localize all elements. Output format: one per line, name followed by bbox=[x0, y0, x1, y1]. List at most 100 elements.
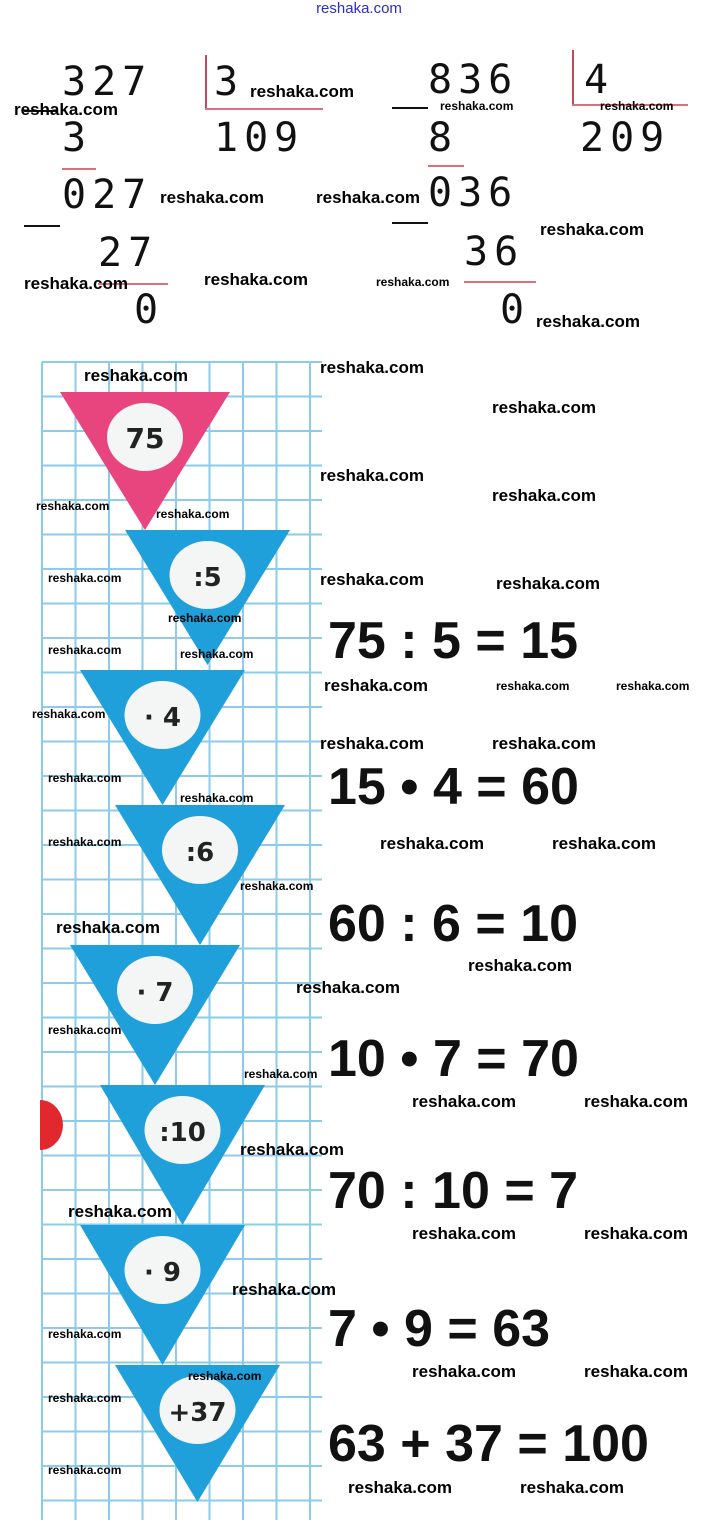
operation-label: :10 bbox=[159, 1118, 206, 1148]
equation: 63 + 37 = 100 bbox=[328, 1415, 649, 1473]
watermark: reshaka.com bbox=[468, 956, 572, 975]
equation: 70 : 10 = 7 bbox=[328, 1162, 579, 1220]
equation: 15 • 4 = 60 bbox=[328, 758, 579, 816]
remainder: 0 bbox=[500, 287, 531, 333]
watermark: reshaka.com bbox=[536, 312, 640, 331]
watermark: reshaka.com bbox=[320, 570, 424, 589]
subtrahend: 27 bbox=[98, 230, 159, 276]
equation: 10 • 7 = 70 bbox=[328, 1030, 579, 1088]
watermark: reshaka.com bbox=[320, 734, 424, 753]
watermark: reshaka.com bbox=[496, 574, 600, 593]
operation-triangle: :5 bbox=[125, 530, 290, 665]
operation-triangle: · 7 bbox=[70, 945, 240, 1085]
watermark: reshaka.com bbox=[316, 188, 420, 207]
watermark: reshaka.com bbox=[348, 1478, 452, 1497]
minus-sign bbox=[392, 107, 428, 109]
subtrahend: 3 bbox=[62, 115, 93, 161]
operation-label: · 4 bbox=[144, 703, 181, 733]
watermark: reshaka.com bbox=[376, 275, 450, 289]
watermark: reshaka.com bbox=[552, 834, 656, 853]
dividend: 836 bbox=[428, 57, 519, 103]
minus-sign bbox=[24, 110, 58, 112]
watermark: reshaka.com bbox=[188, 1369, 262, 1383]
underline bbox=[464, 281, 536, 283]
circle bbox=[169, 541, 246, 609]
circle bbox=[124, 681, 201, 749]
watermark: reshaka.com bbox=[180, 647, 254, 661]
watermark: reshaka.com bbox=[48, 571, 122, 585]
watermark: reshaka.com bbox=[440, 99, 514, 113]
operation-triangle: :10 bbox=[100, 1085, 265, 1225]
watermark: reshaka.com bbox=[32, 707, 106, 721]
watermark: reshaka.com bbox=[48, 835, 122, 849]
watermark: reshaka.com bbox=[48, 1463, 122, 1477]
operation-triangle: :6 bbox=[115, 805, 285, 945]
minus-sign bbox=[392, 222, 428, 224]
watermark: reshaka.com bbox=[244, 1067, 318, 1081]
minus-sign bbox=[24, 225, 60, 227]
watermark: reshaka.com bbox=[540, 220, 644, 239]
equation: 75 : 5 = 15 bbox=[328, 612, 579, 670]
operation-label: · 7 bbox=[136, 978, 173, 1008]
site-header[interactable]: reshaka.com bbox=[316, 0, 402, 17]
watermark: reshaka.com bbox=[48, 643, 122, 657]
circle bbox=[124, 1236, 201, 1304]
circle bbox=[144, 1096, 221, 1164]
watermark: reshaka.com bbox=[48, 1391, 122, 1405]
subtrahend: 8 bbox=[428, 115, 459, 161]
division-bar bbox=[205, 108, 323, 110]
watermark: reshaka.com bbox=[204, 270, 308, 289]
watermark: reshaka.com bbox=[14, 100, 118, 119]
operation-triangle: · 4 bbox=[80, 670, 245, 805]
watermark: reshaka.com bbox=[240, 879, 314, 893]
circle bbox=[162, 816, 238, 884]
watermark: reshaka.com bbox=[584, 1224, 688, 1243]
underline bbox=[98, 283, 168, 285]
operation-chain: 75:5 · 4:6 · 7:10 · 9 +37 bbox=[40, 361, 322, 1520]
watermark: reshaka.com bbox=[600, 99, 674, 113]
quotient: 109 bbox=[214, 115, 305, 161]
watermark: reshaka.com bbox=[492, 398, 596, 417]
red-ball-icon bbox=[40, 1100, 63, 1150]
watermark: reshaka.com bbox=[250, 82, 354, 101]
equation: 7 • 9 = 63 bbox=[328, 1300, 551, 1358]
watermark: reshaka.com bbox=[48, 771, 122, 785]
watermark: reshaka.com bbox=[180, 791, 254, 805]
watermark: reshaka.com bbox=[412, 1362, 516, 1381]
watermark: reshaka.com bbox=[616, 679, 690, 693]
watermark: reshaka.com bbox=[36, 499, 110, 513]
operation-label: +37 bbox=[169, 1398, 227, 1428]
watermark: reshaka.com bbox=[68, 1202, 172, 1221]
watermark: reshaka.com bbox=[320, 358, 424, 377]
watermark: reshaka.com bbox=[584, 1362, 688, 1381]
watermark: reshaka.com bbox=[156, 507, 230, 521]
watermark: reshaka.com bbox=[24, 274, 128, 293]
operation-label: · 9 bbox=[144, 1258, 181, 1288]
watermark: reshaka.com bbox=[240, 1140, 344, 1159]
partial-remainder: 027 bbox=[62, 172, 153, 218]
watermark: reshaka.com bbox=[324, 676, 428, 695]
operation-label: :6 bbox=[186, 838, 215, 868]
circle bbox=[117, 956, 193, 1024]
operation-label: :5 bbox=[193, 563, 222, 593]
division-bar bbox=[572, 50, 574, 106]
watermark: reshaka.com bbox=[232, 1280, 336, 1299]
operation-triangle: · 9 bbox=[80, 1225, 245, 1365]
divisor: 4 bbox=[584, 57, 615, 103]
partial-remainder: 036 bbox=[428, 170, 519, 216]
watermark: reshaka.com bbox=[412, 1224, 516, 1243]
division-bar bbox=[572, 104, 688, 106]
watermark: reshaka.com bbox=[48, 1327, 122, 1341]
watermark: reshaka.com bbox=[492, 486, 596, 505]
watermark: reshaka.com bbox=[496, 679, 570, 693]
divisor: 3 bbox=[214, 59, 245, 105]
dividend: 327 bbox=[62, 59, 153, 105]
watermark: reshaka.com bbox=[520, 1478, 624, 1497]
underline bbox=[62, 168, 96, 170]
watermark: reshaka.com bbox=[48, 1023, 122, 1037]
circle bbox=[159, 1376, 236, 1444]
underline bbox=[428, 165, 464, 167]
watermark: reshaka.com bbox=[584, 1092, 688, 1111]
watermark: reshaka.com bbox=[412, 1092, 516, 1111]
subtrahend: 36 bbox=[464, 229, 525, 275]
